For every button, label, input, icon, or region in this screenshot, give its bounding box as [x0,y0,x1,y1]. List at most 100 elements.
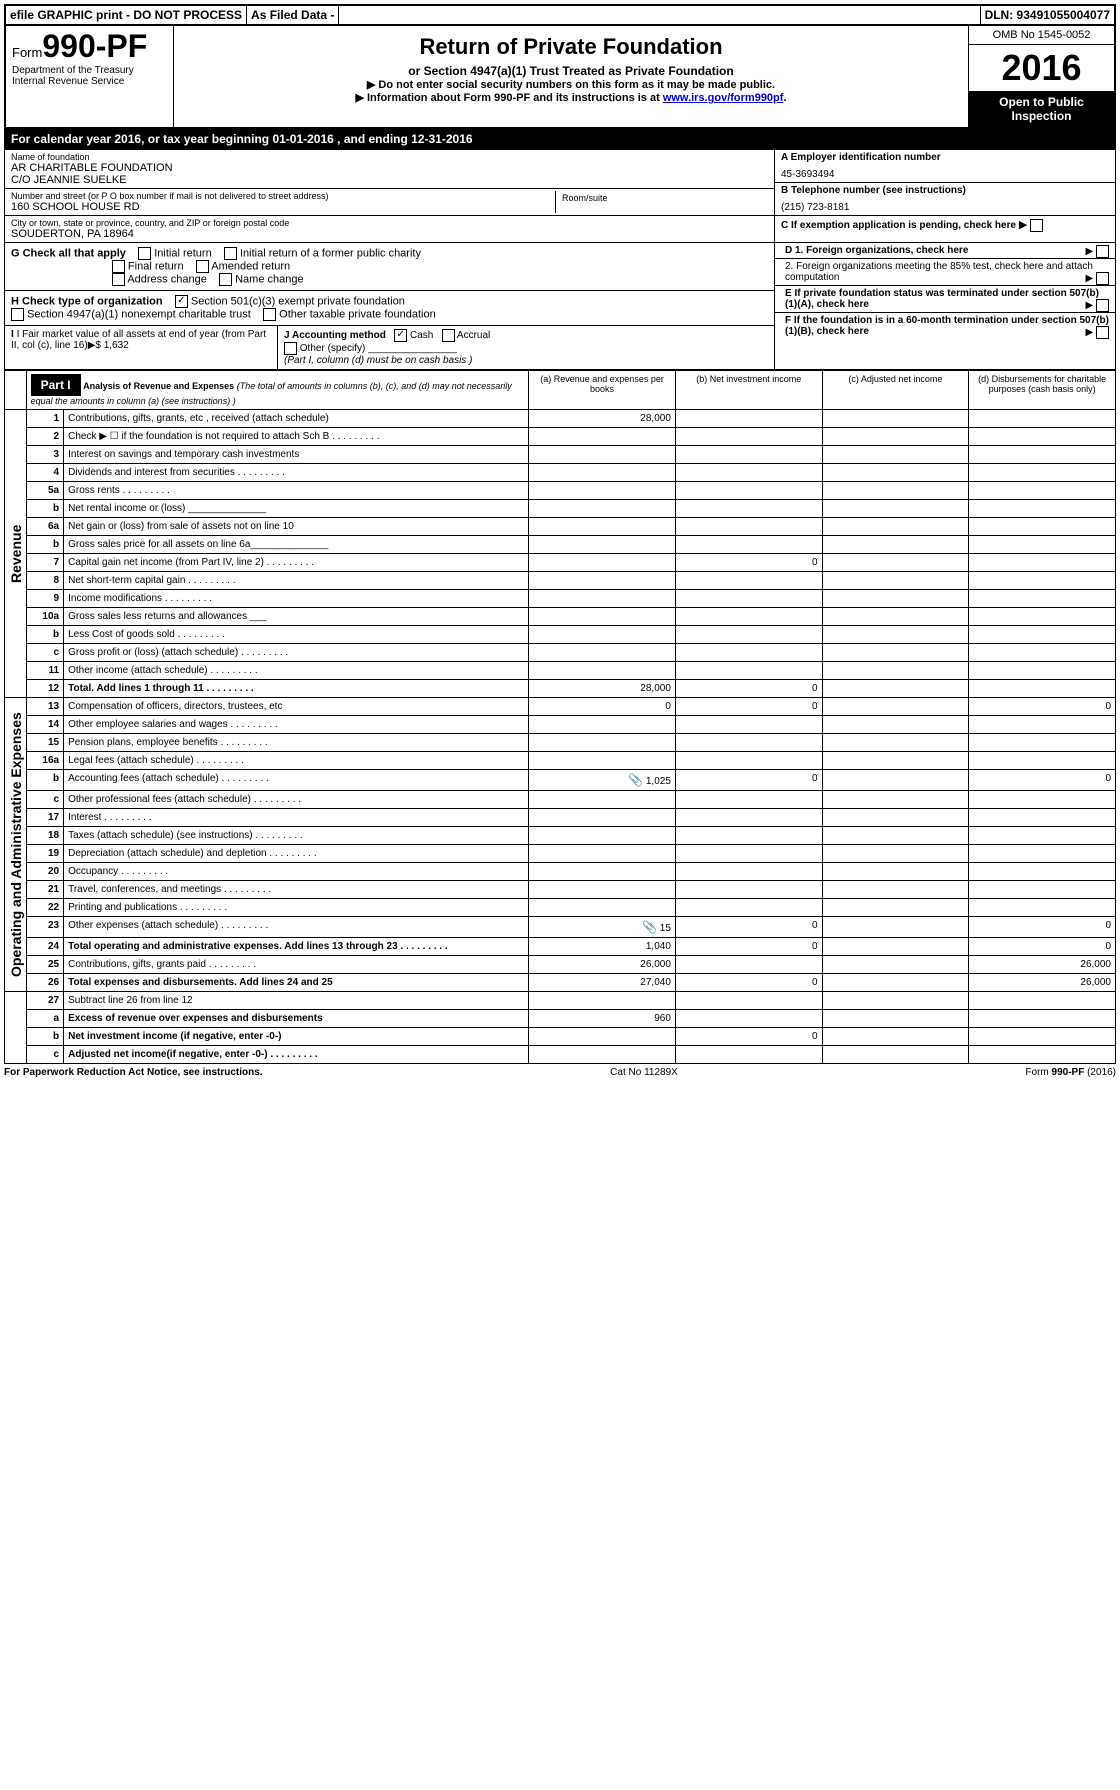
table-row: bNet rental income or (loss) ___________… [5,500,1116,518]
g-initial-checkbox[interactable] [138,247,151,260]
d2-checkbox[interactable] [1096,272,1109,285]
col-a-val [529,791,676,809]
f-item: F If the foundation is in a 60-month ter… [775,313,1115,339]
city-value: SOUDERTON, PA 18964 [11,228,768,240]
j-other-checkbox[interactable] [284,342,297,355]
foundation-name: AR CHARITABLE FOUNDATION [11,162,768,174]
table-cell [969,899,1116,917]
row-num: b [26,536,64,554]
table-cell [822,938,969,956]
table-row: cAdjusted net income(if negative, enter … [5,1046,1116,1064]
j-label: J Accounting method [284,330,386,341]
table-cell [969,536,1116,554]
table-row: 15Pension plans, employee benefits [5,734,1116,752]
j-accrual-checkbox[interactable] [442,329,455,342]
g-opt-4: Address change [127,273,207,285]
form-number: Form990-PF [12,28,167,65]
row-desc: Net short-term capital gain [64,572,529,590]
attachment-icon[interactable]: 📎 [642,920,657,934]
j-accrual: Accrual [457,330,490,341]
h-section: H Check type of organization ✓ Section 5… [5,291,774,326]
table-row: 23Other expenses (attach schedule) 📎 150… [5,917,1116,938]
row-desc: Gross sales price for all assets on line… [64,536,529,554]
row-desc: Gross profit or (loss) (attach schedule) [64,644,529,662]
top-bar: efile GRAPHIC print - DO NOT PROCESS As … [4,4,1116,26]
row-desc: Total operating and administrative expen… [64,938,529,956]
g-amended-checkbox[interactable] [196,260,209,273]
col-a-val [529,482,676,500]
row-num: a [26,1010,64,1028]
table-cell [675,644,822,662]
row-desc: Occupancy [64,863,529,881]
table-cell [822,410,969,428]
col-a-val [529,572,676,590]
table-cell [969,482,1116,500]
table-cell [969,626,1116,644]
row-num: 15 [26,734,64,752]
table-row: 16aLegal fees (attach schedule) [5,752,1116,770]
table-cell [969,428,1116,446]
col-d-header: (d) Disbursements for charitable purpose… [969,371,1116,410]
h-4947-checkbox[interactable] [11,308,24,321]
g-address-checkbox[interactable] [112,273,125,286]
table-cell [969,992,1116,1010]
table-row: 9Income modifications [5,590,1116,608]
table-cell [675,428,822,446]
row-num: 3 [26,446,64,464]
table-cell [822,698,969,716]
table-row: 17Interest [5,809,1116,827]
col-a-val [529,809,676,827]
ein-row: A Employer identification number 45-3693… [775,150,1115,183]
i-label: I Fair market value of all assets at end… [11,329,266,351]
g-name-checkbox[interactable] [219,273,232,286]
table-cell [969,1010,1116,1028]
topbar-spacer [339,6,980,24]
exemption-row: C If exemption application is pending, c… [775,216,1115,234]
table-cell [969,827,1116,845]
row-num: c [26,1046,64,1064]
table-row: 19Depreciation (attach schedule) and dep… [5,845,1116,863]
col-b-header: (b) Net investment income [675,371,822,410]
table-row: 3Interest on savings and temporary cash … [5,446,1116,464]
phone-row: B Telephone number (see instructions) (2… [775,183,1115,216]
table-cell [969,554,1116,572]
h-501c3-checkbox[interactable]: ✓ [175,295,188,308]
table-cell [675,572,822,590]
irs-link[interactable]: www.irs.gov/form990pf [663,92,784,104]
row-num: 19 [26,845,64,863]
col-a-val: 26,000 [529,956,676,974]
c-checkbox[interactable] [1030,219,1043,232]
row-desc: Taxes (attach schedule) (see instruction… [64,827,529,845]
header-center: Return of Private Foundation or Section … [174,26,968,127]
row-num: 14 [26,716,64,734]
table-cell [675,662,822,680]
row-num: 6a [26,518,64,536]
table-row: 21Travel, conferences, and meetings [5,881,1116,899]
table-row: 18Taxes (attach schedule) (see instructi… [5,827,1116,845]
g-former-checkbox[interactable] [224,247,237,260]
table-cell [969,608,1116,626]
j-cash-checkbox[interactable]: ✓ [394,329,407,342]
table-cell [822,845,969,863]
header-left: Form990-PF Department of the Treasury In… [6,26,174,127]
e-checkbox[interactable] [1096,299,1109,312]
table-row: 5aGross rents [5,482,1116,500]
g-final-checkbox[interactable] [112,260,125,273]
row-num: 5a [26,482,64,500]
d1-checkbox[interactable] [1096,245,1109,258]
h-other-checkbox[interactable] [263,308,276,321]
table-cell [969,572,1116,590]
street-address: Number and street (or P O box number if … [11,191,556,213]
f-checkbox[interactable] [1096,326,1109,339]
right-checks: D 1. Foreign organizations, check here ▶… [774,243,1115,369]
row-num: 10a [26,608,64,626]
row-num: c [26,644,64,662]
form-title: Return of Private Foundation [178,34,964,60]
table-cell [969,1046,1116,1064]
table-row: 25Contributions, gifts, grants paid 26,0… [5,956,1116,974]
table-cell [675,716,822,734]
attachment-icon[interactable]: 📎 [628,773,643,787]
table-cell [822,917,969,938]
d2-ck: ▶ [1086,272,1109,285]
i-section: I I Fair market value of all assets at e… [5,326,278,369]
